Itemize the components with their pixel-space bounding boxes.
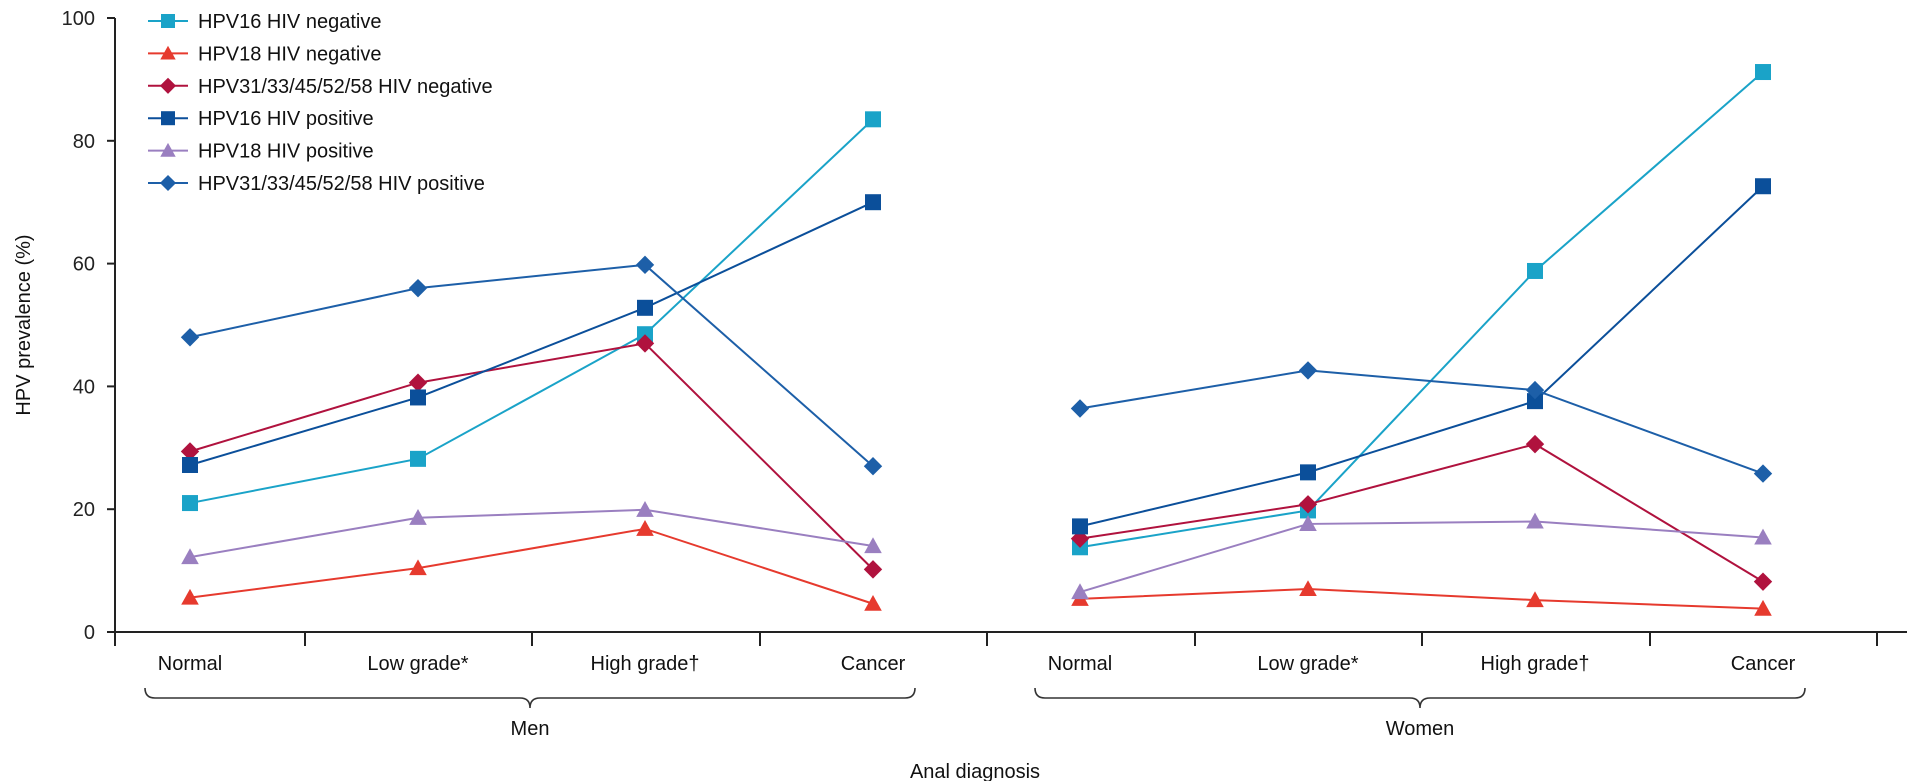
series-line <box>189 527 874 605</box>
data-point <box>409 559 427 576</box>
legend-marker <box>159 77 177 94</box>
y-tick-label: 0 <box>84 622 95 644</box>
category-label: Low grade* <box>367 653 468 675</box>
series-line <box>1079 71 1764 549</box>
data-point <box>1754 599 1772 616</box>
category-label: Cancer <box>841 653 906 675</box>
legend-label: HPV16 HIV negative <box>198 11 381 33</box>
legend-label: HPV18 HIV negative <box>198 43 381 65</box>
data-point <box>1526 591 1544 608</box>
data-point <box>181 548 199 565</box>
legend-label: HPV16 HIV positive <box>198 108 374 130</box>
y-tick-label: 80 <box>73 131 95 153</box>
legend-marker <box>160 142 176 157</box>
data-point <box>180 442 200 461</box>
category-label: Low grade* <box>1257 653 1358 675</box>
series-line <box>189 508 874 559</box>
data-point <box>408 278 428 298</box>
data-point <box>182 495 198 512</box>
data-point <box>1753 464 1773 483</box>
series-0 <box>182 64 1771 556</box>
series-line <box>1079 185 1764 528</box>
series-line <box>1079 588 1764 610</box>
data-point <box>408 373 428 392</box>
x-axis-title: Anal diagnosis <box>910 761 1040 781</box>
y-axis-title: HPV prevalence (%) <box>13 234 35 415</box>
series-4 <box>181 501 1772 600</box>
legend-label: HPV31/33/45/52/58 HIV positive <box>198 173 485 195</box>
data-point <box>864 537 882 554</box>
data-point <box>1755 64 1771 81</box>
data-point <box>410 450 426 467</box>
category-label: Normal <box>158 653 222 675</box>
data-point <box>1755 178 1771 195</box>
series-line <box>1079 443 1764 583</box>
data-point <box>1754 528 1772 545</box>
data-point <box>182 456 198 473</box>
series-line <box>189 263 874 467</box>
data-point <box>1299 515 1317 531</box>
legend-marker <box>159 174 177 192</box>
data-point <box>635 255 655 275</box>
legend: HPV16 HIV negative HPV18 HIV negative HPV3… <box>148 11 493 195</box>
data-point <box>1070 399 1090 418</box>
group-label: Women <box>1386 718 1455 740</box>
data-point <box>864 594 882 611</box>
series-line <box>189 118 874 505</box>
y-tick-label: 20 <box>73 499 95 521</box>
data-point <box>410 389 426 406</box>
category-label: High grade† <box>1481 653 1590 675</box>
series-line <box>189 201 874 466</box>
data-point <box>863 560 883 579</box>
data-point <box>1298 361 1318 380</box>
category-label: Normal <box>1048 653 1112 675</box>
data-point <box>1300 464 1316 481</box>
data-point <box>1299 580 1317 597</box>
legend-label: HPV18 HIV positive <box>198 141 374 163</box>
data-point <box>635 334 655 353</box>
data-point <box>865 194 881 211</box>
data-point <box>863 457 883 476</box>
data-point <box>1071 583 1089 600</box>
data-point <box>1525 380 1545 400</box>
series-line <box>1079 520 1764 594</box>
data-point <box>1753 572 1773 591</box>
y-tick-label: 60 <box>73 254 95 276</box>
data-point <box>1527 262 1543 279</box>
series-2 <box>180 334 1773 591</box>
series-line <box>1079 369 1764 475</box>
y-tick-label: 40 <box>73 376 95 398</box>
group-label: Men <box>511 718 550 740</box>
legend-marker <box>161 111 175 126</box>
data-point <box>1526 512 1544 529</box>
legend-marker <box>161 14 175 28</box>
data-point <box>637 326 653 343</box>
data-point <box>636 501 654 517</box>
series-line <box>189 342 874 571</box>
series-3 <box>182 178 1771 535</box>
data-point <box>181 588 199 605</box>
data-point <box>1072 518 1088 535</box>
axes: 0 20 40 60 80 100 Normal Low grade* High grade† C… <box>62 8 1907 740</box>
data-point <box>865 111 881 128</box>
data-point <box>180 328 200 347</box>
data-point <box>409 508 427 525</box>
data-point <box>1298 495 1318 514</box>
series-5 <box>180 255 1773 483</box>
series-layer <box>180 64 1773 616</box>
data-point <box>1527 393 1543 410</box>
legend-marker <box>160 45 176 60</box>
y-tick-label: 100 <box>62 8 95 30</box>
data-point <box>636 520 654 536</box>
group-brace <box>144 687 916 709</box>
category-label: Cancer <box>1731 653 1796 675</box>
series-1 <box>181 520 1772 616</box>
data-point <box>1525 434 1545 454</box>
data-point <box>637 299 653 316</box>
category-label: High grade† <box>591 653 700 675</box>
group-brace <box>1034 687 1806 709</box>
legend-label: HPV31/33/45/52/58 HIV negative <box>198 76 493 98</box>
